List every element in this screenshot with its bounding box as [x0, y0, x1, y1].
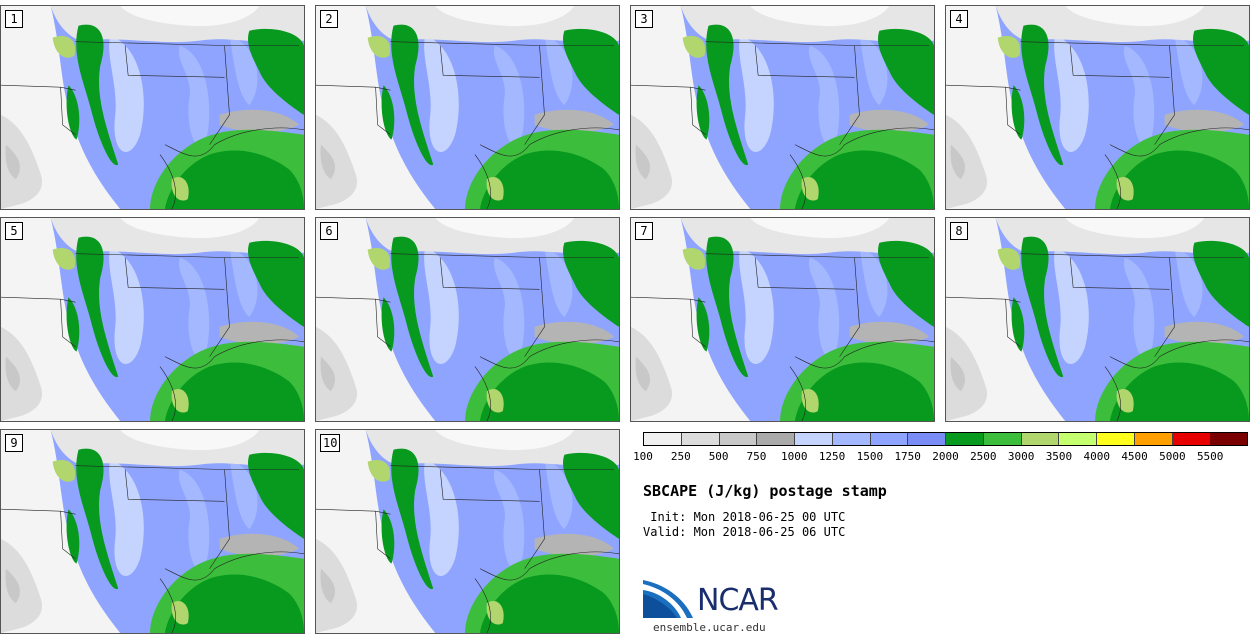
colorbar-tick-label: 1000 [781, 450, 808, 463]
colorbar-swatch [1021, 433, 1060, 445]
panel-number: 6 [320, 222, 338, 240]
colorbar-tick-label: 5500 [1196, 450, 1224, 463]
colorbar-swatch [1210, 433, 1247, 445]
colorbar-tick-label: 750 [746, 450, 767, 463]
colorbar-tick-label: 3000 [1007, 450, 1035, 463]
sbcape-map [631, 6, 934, 209]
panel-number: 8 [950, 222, 968, 240]
panel-number: 3 [635, 10, 653, 28]
colorbar-tick-label: 4000 [1083, 450, 1111, 463]
sbcape-map [316, 6, 619, 209]
init-time: Init: Mon 2018-06-25 00 UTC [643, 510, 846, 524]
panel-number: 5 [5, 222, 23, 240]
sbcape-map [1, 218, 304, 421]
colorbar-swatch [1097, 433, 1135, 445]
colorbar-tick-label: 250 [670, 450, 691, 463]
panel-number: 1 [5, 10, 23, 28]
colorbar-tick-label: 500 [708, 450, 729, 463]
panel-number: 7 [635, 222, 653, 240]
colorbar-swatch [1059, 433, 1097, 445]
map-panel-1: 1 [0, 5, 305, 210]
colorbar-swatch [832, 433, 871, 445]
page-title: SBCAPE (J/kg) postage stamp [643, 482, 887, 500]
sbcape-map [946, 218, 1249, 421]
map-panel-6: 6 [315, 217, 620, 422]
sbcape-map [631, 218, 934, 421]
colorbar-swatch [719, 433, 758, 445]
colorbar-swatch [795, 433, 833, 445]
panel-number: 10 [320, 434, 341, 452]
colorbar-tick-label: 3500 [1045, 450, 1073, 463]
sbcape-map [1, 6, 304, 209]
colorbar-swatch [908, 433, 946, 445]
colorbar-tick-label: 2500 [970, 450, 997, 463]
map-panel-7: 7 [630, 217, 935, 422]
colorbar-labels: 100 250 500 750 1000 1250 1500 1750 2000 2500 3000… [633, 450, 1248, 466]
sbcape-map [316, 218, 619, 421]
map-panel-5: 5 [0, 217, 305, 422]
colorbar-tick-label: 1250 [818, 450, 846, 463]
logo-text: NCAR [697, 583, 779, 618]
colorbar-tick-label: 1750 [894, 450, 921, 463]
colorbar-swatch [870, 433, 909, 445]
map-panel-8: 8 [945, 217, 1250, 422]
colorbar-swatch [1134, 433, 1173, 445]
colorbar-swatch [983, 433, 1022, 445]
map-panel-2: 2 [315, 5, 620, 210]
ncar-logo-icon [643, 580, 693, 618]
map-panel-3: 3 [630, 5, 935, 210]
website-label: ensemble.ucar.edu [653, 621, 766, 634]
colorbar-swatch [1172, 433, 1211, 445]
panel-number: 4 [950, 10, 968, 28]
colorbar-tick-label: 5000 [1159, 450, 1186, 463]
colorbar-tick-label: 1500 [856, 450, 884, 463]
colorbar-tick-label: 4500 [1121, 450, 1148, 463]
colorbar [643, 432, 1248, 446]
map-panel-9: 9 [0, 429, 305, 634]
sbcape-map [946, 6, 1249, 209]
panel-number: 2 [320, 10, 338, 28]
sbcape-map [1, 430, 304, 633]
valid-time: Valid: Mon 2018-06-25 06 UTC [643, 525, 846, 539]
colorbar-tick-label: 2000 [932, 450, 959, 463]
colorbar-swatch [681, 433, 720, 445]
panel-number: 9 [5, 434, 23, 452]
colorbar-tick-label: 100 [633, 450, 653, 463]
map-panel-10: 10 [315, 429, 620, 634]
colorbar-swatch [946, 433, 984, 445]
colorbar-swatch [757, 433, 795, 445]
sbcape-map [316, 430, 619, 633]
colorbar-swatch [644, 433, 682, 445]
map-panel-4: 4 [945, 5, 1250, 210]
